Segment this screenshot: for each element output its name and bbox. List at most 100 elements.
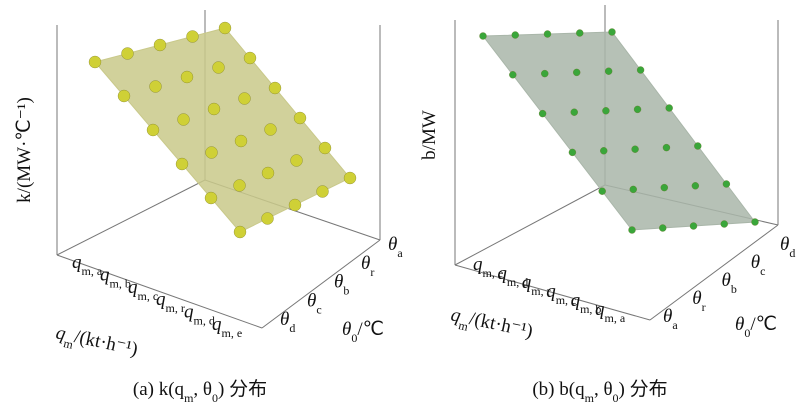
axis-line (261, 239, 381, 329)
label-part: , θ (594, 379, 613, 400)
q-label: qm, r (522, 272, 551, 298)
theta-axis-title: θ0/℃ (735, 314, 777, 340)
q-label: qm, d (497, 263, 528, 289)
z-axis-title: b/MW (419, 110, 440, 160)
label-part: m, d (507, 275, 528, 289)
label-part: m, b (580, 302, 601, 316)
q-axis-title: qm/(kt·h⁻¹) (448, 304, 535, 347)
theta-label: θc (751, 252, 766, 278)
surface-point (264, 123, 277, 136)
surface-point (318, 141, 332, 155)
surface-point (605, 67, 613, 75)
label-part: q (184, 302, 194, 323)
surface-point (204, 191, 218, 205)
surface-point (689, 222, 698, 230)
surface-point (186, 30, 199, 43)
surface-point (212, 61, 225, 74)
label-part: b (343, 284, 349, 298)
surface-point (665, 104, 673, 112)
surface-point (177, 113, 190, 126)
label-part: /(kt·h⁻¹) (72, 326, 139, 360)
surface-point (290, 154, 303, 167)
axis-line (454, 184, 606, 266)
q-label: qm, r (156, 289, 185, 315)
theta-label: θa (663, 306, 678, 332)
label-part: q (497, 263, 507, 284)
surface-point (598, 187, 606, 195)
surface-point (629, 185, 637, 194)
label-part: c (760, 264, 765, 278)
surface-point (509, 71, 517, 79)
label-part: r (370, 265, 374, 279)
surface-point (511, 31, 519, 39)
surface-point (570, 108, 578, 116)
label-part: m, e (222, 326, 243, 340)
label-part: q (522, 272, 532, 293)
surface-point (541, 69, 549, 78)
label-part: m, b (110, 276, 131, 290)
surface-point (238, 92, 251, 105)
label-part: m, r (531, 284, 550, 298)
label-part: , θ (193, 379, 212, 400)
label-part: d (789, 246, 795, 260)
label-part: q (546, 281, 556, 302)
label-part: /(kt·h⁻¹) (467, 308, 534, 342)
axis-line (649, 224, 779, 321)
theta-axis-title: θ0/℃ (342, 319, 384, 345)
label-part: θ (722, 270, 731, 291)
label-part: (b) b(q (532, 379, 585, 400)
q-label: qm, c (128, 277, 158, 303)
label-part: 0 (613, 391, 619, 405)
surface-point (751, 218, 759, 226)
surface-point (633, 105, 642, 114)
label-part: m (62, 336, 75, 352)
surface-point (261, 212, 274, 225)
axis-line (454, 264, 651, 321)
label-part: m, d (194, 314, 215, 328)
surface-point (117, 89, 131, 103)
surface-point (722, 180, 731, 188)
surface-point (180, 70, 194, 84)
surface-point (233, 225, 247, 239)
q-label: qm, a (595, 299, 626, 325)
label-part: q (212, 314, 222, 335)
surface-point (636, 66, 645, 74)
label-part: m (585, 391, 595, 405)
label-part: θ (751, 252, 760, 273)
label-part: a (397, 246, 403, 260)
label-part: m, e (483, 266, 504, 280)
surface-point (662, 143, 671, 152)
label-part: θ (735, 314, 744, 335)
surface-point (720, 220, 728, 228)
surface-point (175, 157, 189, 171)
label-part: 0 (212, 391, 218, 405)
label-part: m, a (82, 264, 103, 278)
surface-point (543, 30, 552, 38)
label-part: m (184, 391, 194, 405)
q-label: qm, b (571, 290, 602, 316)
label-part: ) 分布 (218, 378, 267, 400)
theta-label: θr (692, 288, 705, 314)
surface-point (691, 182, 699, 190)
surface-point (479, 32, 487, 40)
label-part: m (457, 318, 470, 334)
theta-label: θr (361, 253, 374, 279)
surface-point (121, 47, 134, 60)
surface-point (602, 107, 610, 115)
surface-point (568, 148, 577, 157)
q-label: qm, d (184, 302, 215, 328)
label-part: q (100, 264, 110, 285)
q-label: qm, e (212, 314, 242, 340)
caption: (a) k(qm, θ0) 分布 (133, 378, 267, 405)
surface-point (218, 21, 232, 35)
label-part: q (128, 277, 138, 298)
axis-line (56, 254, 263, 329)
theta-label: θd (280, 309, 295, 335)
surface-point (573, 68, 581, 77)
caption: (b) b(qm, θ0) 分布 (532, 378, 667, 405)
label-part: 0 (351, 331, 357, 345)
surface-point (694, 142, 702, 150)
surface-point (631, 145, 639, 153)
label-part: q (571, 290, 581, 311)
label-part: m, a (605, 311, 626, 325)
